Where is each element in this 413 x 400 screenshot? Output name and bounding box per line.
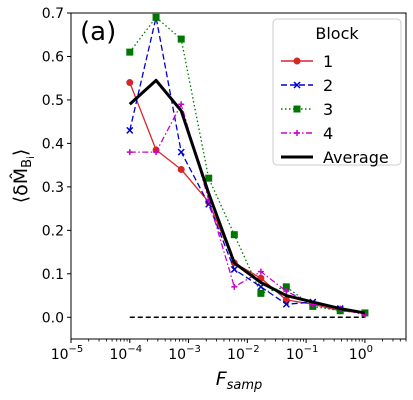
data-point-block-4-5 [257,268,264,275]
data-point-block-1-0-shape [126,79,134,87]
data-point-block-3-4-shape [230,231,238,239]
legend-title: Block [315,24,359,43]
legend-entry-block-4: 4 [323,124,333,143]
data-point-block-3-3 [205,174,213,182]
legend-marker-block-1 [293,57,301,65]
data-point-block-3-2 [177,35,185,43]
x-tick-label-1: 10−4 [109,344,142,363]
y-tick-label-1: 0.1 [42,267,64,283]
legend-marker-block-3 [293,105,301,113]
data-point-block-1-2-shape [177,165,185,173]
y-tick-label-3: 0.3 [42,180,64,196]
y-axis-label: ⟨δM̂Bi⟩ [10,149,37,204]
legend-marker-block-1-shape [293,57,301,65]
data-point-block-4-1 [153,149,160,156]
y-axis-label-main: ⟨δM̂ [10,168,32,203]
data-point-block-3-4 [230,231,238,239]
x-tick-label-5: 100 [349,344,373,363]
legend-entry-block-1: 1 [323,52,333,71]
x-tick-label-0: 10−5 [51,344,84,363]
data-point-block-1-2 [177,165,185,173]
series-line-block-3 [129,16,365,314]
data-point-block-2-0 [126,126,134,134]
series-line-block-2 [129,16,366,314]
legend-marker-block-3-shape [293,105,301,113]
y-axis-label-subsub: i [26,156,37,159]
series-line-block-1 [129,82,365,314]
data-point-block-2-6-stroke-b [282,300,290,308]
data-point-block-3-5 [257,289,265,297]
panel-label: (a) [80,17,116,47]
x-axis-label-sub: samp [227,378,263,393]
data-point-block-2-6 [282,300,290,308]
legend-marker-block-2-stroke-b [293,81,301,89]
data-point-block-3-0 [126,48,134,56]
y-tick-label-2: 0.2 [42,223,64,239]
legend-entry-average: Average [323,148,389,167]
data-point-block-3-0-shape [126,48,134,56]
axes: 0.0 0.1 0.2 0.3 0.4 0.5 0.6 0.7 10−5 10−4 10−3 10−2… [42,6,407,363]
legend: Block 1 2 3 4 Average [272,18,402,167]
x-tick-label-2: 10−3 [168,344,201,363]
x-tick-label-4: 10−1 [286,344,319,363]
data-point-block-4-4 [231,283,238,290]
series-line-average [128,78,366,315]
data-point-block-3-5-shape [257,289,265,297]
y-axis-label-sub: B [20,159,35,168]
data-point-block-4-0 [126,149,133,156]
data-point-block-2-4-stroke-b [230,265,238,273]
data-point-block-4-2 [178,101,185,108]
data-point-block-2-2-stroke-b [177,148,185,156]
data-point-block-3-1-shape [152,13,160,21]
x-axis-label: Fsamp [216,368,263,393]
y-tick-label-0: 0.0 [42,310,64,326]
data-point-block-3-1 [152,13,160,21]
data-point-block-3-3-shape [205,174,213,182]
legend-box [272,18,402,166]
data-point-block-3-2-shape [177,35,185,43]
y-tick-label-4: 0.4 [42,136,64,152]
data-point-block-1-0 [126,79,134,87]
data-point-block-2-4 [230,265,238,273]
legend-marker-block-2 [293,81,301,89]
legend-entry-block-3: 3 [323,100,333,119]
y-tick-label-7: 0.7 [42,6,64,22]
legend-entry-block-2: 2 [323,76,333,95]
x-tick-label-3: 10−2 [227,344,260,363]
plot-area [126,13,369,319]
legend-marker-block-4 [294,130,300,136]
data-point-block-4-9 [361,312,368,319]
y-tick-label-6: 0.6 [42,49,64,65]
x-axis-label-main: F [216,368,228,390]
y-tick-label-5: 0.5 [42,93,64,109]
y-axis-label-close: ⟩ [10,149,32,156]
data-point-block-2-2 [177,148,185,156]
data-point-block-4-6 [283,288,290,295]
data-point-block-2-0-stroke-b [126,126,134,134]
